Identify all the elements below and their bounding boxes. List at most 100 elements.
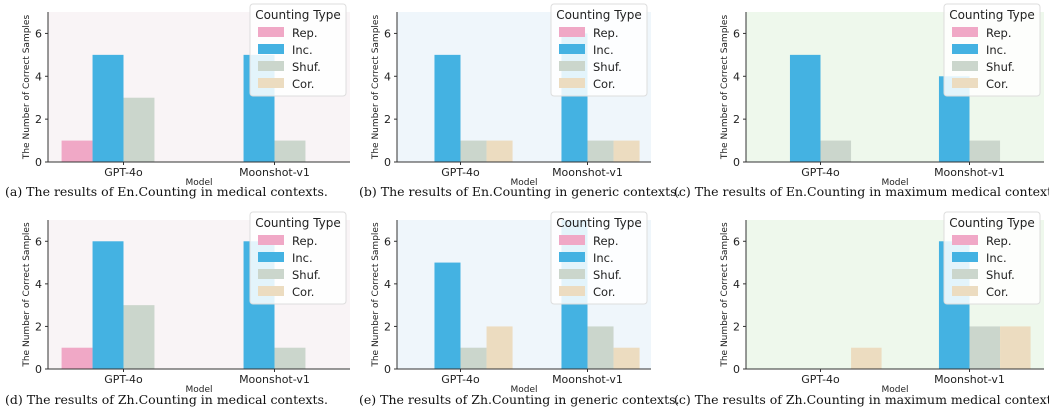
- x-tick-label: Moonshot-v1: [239, 373, 310, 386]
- x-tick-label: GPT-4o: [104, 373, 143, 386]
- bar-shuf-gpt-4o: [123, 305, 155, 369]
- y-axis-label: The Number of Correct Samples: [720, 15, 730, 161]
- y-tick-label: 6: [733, 27, 740, 40]
- bar-shuf-gpt-4o: [460, 140, 487, 162]
- legend-swatch: [559, 269, 585, 279]
- y-tick-label: 0: [733, 363, 740, 376]
- y-axis-label: The Number of Correct Samples: [22, 15, 32, 161]
- legend-title: Counting Type: [255, 216, 341, 230]
- x-axis-label: Model: [185, 178, 212, 188]
- legend-swatch: [952, 27, 978, 37]
- y-tick-label: 4: [35, 278, 42, 291]
- chart-panel-2: 0 2 4 6 GPT-4o Moonshot-v1 Model The Number of …: [359, 3, 681, 199]
- y-tick-label: 0: [733, 156, 740, 169]
- legend-entry: Inc.: [593, 43, 614, 57]
- y-tick-label: 2: [384, 113, 391, 126]
- legend-entry: Shuf.: [593, 268, 622, 282]
- legend-entry: Rep.: [986, 26, 1012, 40]
- legend-swatch: [559, 44, 585, 54]
- legend-entry: Rep.: [593, 234, 619, 248]
- legend-entry: Inc.: [292, 43, 313, 57]
- legend-swatch: [952, 286, 978, 296]
- y-tick-label: 4: [384, 70, 391, 83]
- legend-entry: Cor.: [593, 77, 615, 91]
- x-axis-label: Model: [881, 385, 908, 395]
- legend-swatch: [258, 27, 284, 37]
- bar-inc-gpt-4o: [434, 262, 461, 369]
- y-tick-label: 6: [35, 27, 42, 40]
- bar-inc-gpt-4o: [92, 241, 124, 369]
- legend-swatch: [258, 252, 284, 262]
- legend-swatch: [258, 44, 284, 54]
- bar-cor-gpt-4o: [486, 140, 513, 162]
- y-tick-label: 2: [733, 320, 740, 333]
- legend: Counting Type Rep. Inc. Shuf. Cor.: [249, 211, 347, 305]
- legend: Counting Type Rep. Inc. Shuf. Cor.: [550, 211, 648, 305]
- legend-swatch: [559, 27, 585, 37]
- bar-cor-moonshot-v1: [613, 347, 640, 369]
- legend-swatch: [258, 78, 284, 88]
- legend-entry: Rep.: [986, 234, 1012, 248]
- legend-entry: Shuf.: [292, 268, 321, 282]
- legend-title: Counting Type: [556, 8, 642, 22]
- bar-cor-gpt-4o: [851, 347, 882, 369]
- x-tick-label: Moonshot-v1: [239, 166, 310, 179]
- legend-swatch: [258, 269, 284, 279]
- legend-entry: Shuf.: [292, 60, 321, 74]
- bar-shuf-moonshot-v1: [274, 347, 306, 369]
- x-axis-label: Model: [881, 178, 908, 188]
- y-axis-label: The Number of Correct Samples: [371, 222, 381, 368]
- legend-swatch: [258, 235, 284, 245]
- legend-swatch: [952, 235, 978, 245]
- legend-entry: Cor.: [986, 77, 1008, 91]
- x-tick-label: Moonshot-v1: [934, 373, 1005, 386]
- legend-entry: Cor.: [986, 285, 1008, 299]
- legend: Counting Type Rep. Inc. Shuf. Cor.: [943, 3, 1041, 97]
- y-tick-label: 4: [35, 70, 42, 83]
- legend-swatch: [559, 235, 585, 245]
- subfigure-caption: (c) The results of En.Counting in maximu…: [674, 184, 1049, 199]
- subfigure-caption: (e) The results of Zh.Counting in generi…: [359, 392, 679, 407]
- legend-title: Counting Type: [949, 216, 1035, 230]
- bar-shuf-gpt-4o: [820, 140, 852, 162]
- bar-rep-gpt-4o: [61, 347, 93, 369]
- legend-swatch: [952, 61, 978, 71]
- chart-panel-6: 0 2 4 6 GPT-4o Moonshot-v1 Model The Number of …: [674, 211, 1049, 407]
- legend-title: Counting Type: [255, 8, 341, 22]
- legend-entry: Inc.: [986, 251, 1007, 265]
- subfigure-caption: (a) The results of En.Counting in medica…: [5, 184, 328, 199]
- bar-shuf-moonshot-v1: [969, 140, 1001, 162]
- chart-panel-1: 0 2 4 6 GPT-4o Moonshot-v1 Model The Number of …: [5, 3, 350, 199]
- x-tick-label: GPT-4o: [104, 166, 143, 179]
- y-tick-label: 6: [733, 235, 740, 248]
- chart-panel-5: 0 2 4 6 GPT-4o Moonshot-v1 Model The Number of …: [359, 211, 679, 407]
- y-axis-label: The Number of Correct Samples: [720, 222, 730, 368]
- x-tick-label: GPT-4o: [801, 373, 840, 386]
- bar-inc-gpt-4o: [789, 54, 821, 162]
- bar-shuf-gpt-4o: [123, 97, 155, 162]
- legend-swatch: [258, 61, 284, 71]
- y-tick-label: 6: [384, 27, 391, 40]
- bar-shuf-moonshot-v1: [969, 326, 1001, 369]
- x-tick-label: GPT-4o: [441, 373, 480, 386]
- y-tick-label: 6: [384, 235, 391, 248]
- y-tick-label: 6: [35, 235, 42, 248]
- legend-entry: Cor.: [292, 77, 314, 91]
- legend-entry: Shuf.: [986, 60, 1015, 74]
- y-tick-label: 2: [384, 320, 391, 333]
- y-tick-label: 0: [35, 363, 42, 376]
- bar-shuf-moonshot-v1: [587, 326, 614, 369]
- y-tick-label: 2: [35, 320, 42, 333]
- legend-entry: Cor.: [292, 285, 314, 299]
- y-tick-label: 2: [733, 113, 740, 126]
- legend: Counting Type Rep. Inc. Shuf. Cor.: [943, 211, 1041, 305]
- legend-entry: Inc.: [986, 43, 1007, 57]
- x-axis-label: Model: [510, 178, 537, 188]
- x-axis-label: Model: [510, 385, 537, 395]
- y-tick-label: 0: [35, 156, 42, 169]
- chart-panel-3: 0 2 4 6 GPT-4o Moonshot-v1 Model The Number of …: [674, 3, 1049, 199]
- legend: Counting Type Rep. Inc. Shuf. Cor.: [249, 3, 347, 97]
- legend-swatch: [559, 78, 585, 88]
- legend: Counting Type Rep. Inc. Shuf. Cor.: [550, 3, 648, 97]
- x-tick-label: Moonshot-v1: [552, 373, 623, 386]
